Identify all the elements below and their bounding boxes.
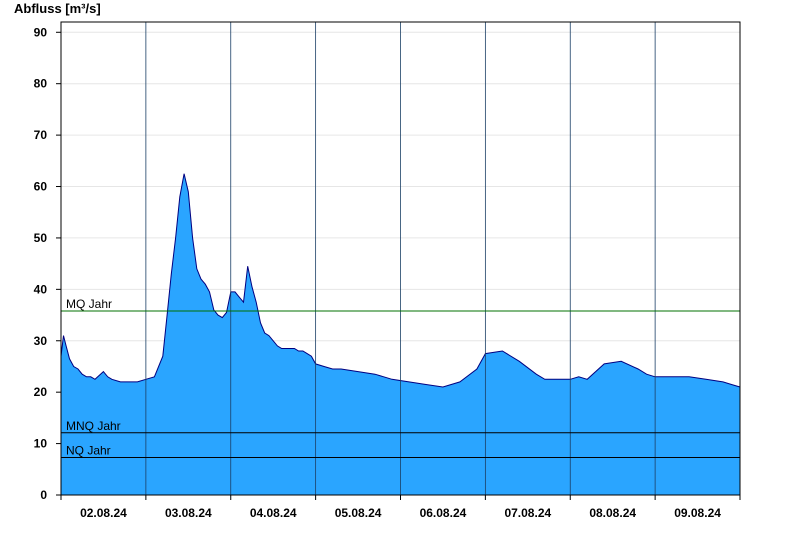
y-tick-label: 30 — [34, 334, 48, 348]
y-axis: 0 10 20 30 40 50 60 70 80 90 — [34, 25, 61, 502]
x-tick-label: 06.08.24 — [420, 506, 467, 520]
x-tick-label: 04.08.24 — [250, 506, 297, 520]
y-tick-label: 80 — [34, 77, 48, 91]
reference-lines: MQ Jahr MNQ Jahr NQ Jahr — [61, 297, 740, 458]
y-tick-label: 10 — [34, 437, 48, 451]
x-tick-label: 07.08.24 — [504, 506, 551, 520]
reference-line-label: NQ Jahr — [66, 443, 111, 457]
y-tick-label: 90 — [34, 25, 48, 39]
y-tick-label: 70 — [34, 128, 48, 142]
x-tick-label: 08.08.24 — [589, 506, 636, 520]
x-tick-label: 02.08.24 — [80, 506, 127, 520]
reference-line-label: MQ Jahr — [66, 297, 112, 311]
y-tick-label: 40 — [34, 282, 48, 296]
x-tick-label: 09.08.24 — [674, 506, 721, 520]
x-axis: 02.08.24 03.08.24 04.08.24 05.08.24 06.08.24… — [60, 495, 741, 520]
discharge-line — [60, 173, 741, 388]
day-separators — [145, 22, 656, 495]
y-tick-label: 50 — [34, 231, 48, 245]
y-tick-label: 60 — [34, 180, 48, 194]
reference-line-label: MNQ Jahr — [66, 419, 121, 433]
y-tick-label: 20 — [34, 385, 48, 399]
y-axis-title: Abfluss [m³/s] — [14, 1, 101, 16]
x-tick-label: 05.08.24 — [335, 506, 382, 520]
x-tick-label: 03.08.24 — [165, 506, 212, 520]
y-tick-label: 0 — [40, 488, 47, 502]
